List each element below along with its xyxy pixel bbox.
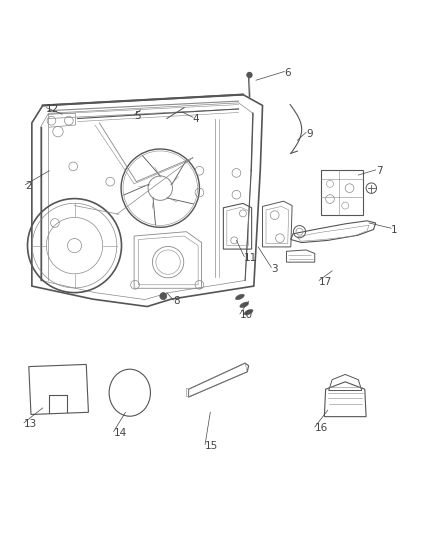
Text: 5: 5: [134, 111, 141, 122]
Text: 14: 14: [114, 428, 127, 438]
Circle shape: [247, 72, 252, 78]
Text: 8: 8: [173, 296, 180, 306]
Text: 7: 7: [376, 166, 382, 176]
Text: 6: 6: [284, 68, 291, 78]
Text: 11: 11: [244, 253, 258, 263]
Text: 3: 3: [271, 264, 278, 273]
Ellipse shape: [244, 309, 253, 315]
Ellipse shape: [236, 294, 244, 300]
Text: 1: 1: [391, 224, 398, 235]
Text: 15: 15: [205, 441, 218, 451]
Circle shape: [160, 293, 167, 300]
Text: 4: 4: [193, 114, 200, 124]
Text: 10: 10: [240, 310, 253, 320]
Text: 16: 16: [315, 423, 328, 433]
Text: 2: 2: [25, 181, 32, 191]
Text: 13: 13: [24, 419, 37, 429]
Text: 17: 17: [319, 277, 332, 287]
Text: 9: 9: [306, 129, 313, 139]
Text: 12: 12: [46, 104, 60, 114]
Ellipse shape: [240, 302, 249, 308]
